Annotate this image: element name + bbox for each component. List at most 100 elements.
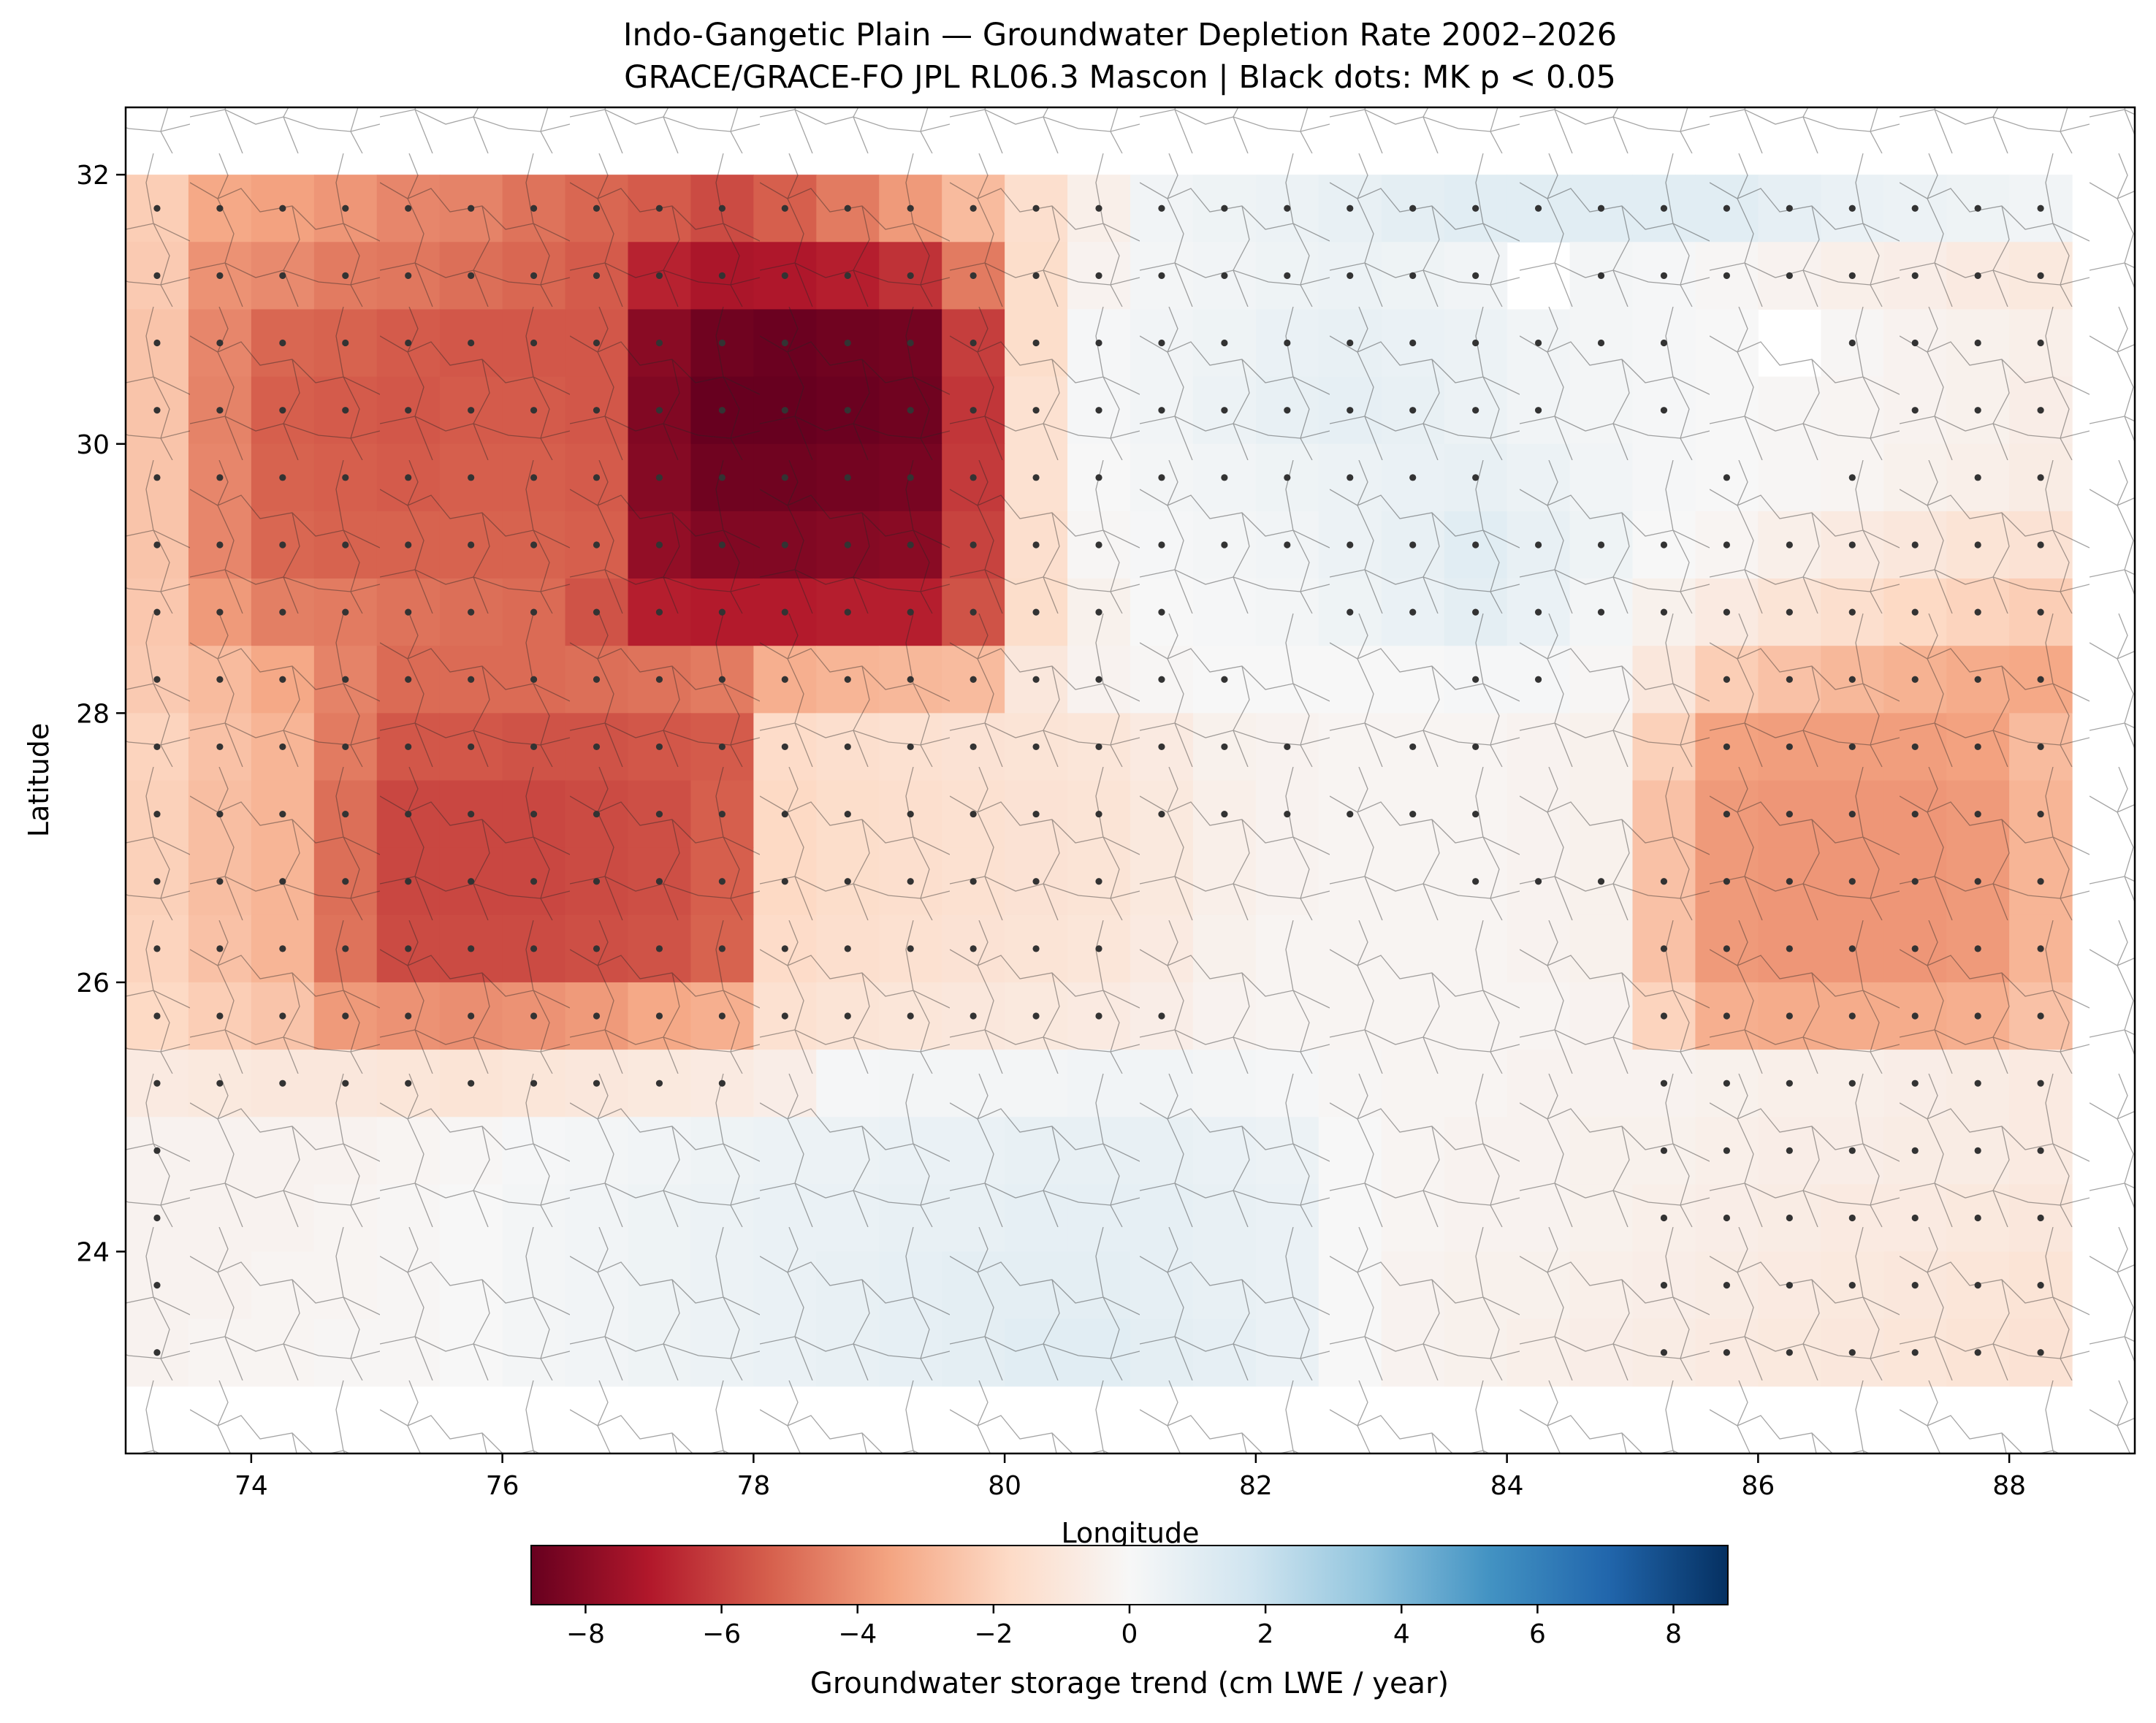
- significance-dot: [1974, 1012, 1981, 1020]
- significance-dot: [2037, 1214, 2044, 1222]
- significance-dot: [655, 1012, 663, 1020]
- significance-dot: [530, 743, 538, 751]
- significance-dot: [655, 1080, 663, 1087]
- significance-dot: [970, 272, 977, 279]
- significance-dot: [655, 945, 663, 952]
- significance-dot: [1848, 1214, 1856, 1222]
- significance-dot: [530, 676, 538, 683]
- significance-dot: [468, 272, 475, 279]
- significance-dot: [153, 1147, 161, 1154]
- significance-dot: [1786, 878, 1793, 885]
- significance-dot: [593, 676, 601, 683]
- significance-dot: [1409, 541, 1417, 549]
- significance-dot: [405, 676, 412, 683]
- significance-dot: [153, 205, 161, 212]
- significance-dot: [1974, 474, 1981, 481]
- significance-dot: [342, 407, 349, 414]
- significance-dot: [718, 878, 726, 885]
- significance-dot: [1974, 676, 1981, 683]
- significance-dot: [1660, 541, 1668, 549]
- significance-dot: [405, 1080, 412, 1087]
- significance-dot: [593, 810, 601, 818]
- significance-dot: [1346, 339, 1354, 347]
- significance-dot: [468, 810, 475, 818]
- significance-dot: [718, 945, 726, 952]
- significance-dot: [1534, 205, 1542, 212]
- significance-dot: [781, 676, 788, 683]
- significance-dot: [593, 743, 601, 751]
- significance-dot: [2037, 1349, 2044, 1356]
- significance-dot: [970, 339, 977, 347]
- significance-dot: [1221, 272, 1228, 279]
- significance-dot: [153, 810, 161, 818]
- significance-dot: [1660, 205, 1668, 212]
- significance-dot: [1534, 541, 1542, 549]
- significance-dot: [1346, 272, 1354, 279]
- significance-dot: [1660, 272, 1668, 279]
- significance-dot: [1095, 541, 1102, 549]
- significance-dot: [405, 541, 412, 549]
- significance-dot: [907, 272, 914, 279]
- significance-dot: [844, 743, 851, 751]
- significance-dot: [781, 272, 788, 279]
- significance-dot: [2037, 541, 2044, 549]
- significance-dot: [1974, 1349, 1981, 1356]
- significance-dot: [907, 945, 914, 952]
- significance-dot: [2037, 1282, 2044, 1289]
- significance-dot: [1786, 1012, 1793, 1020]
- district-boundaries: [126, 107, 2135, 1453]
- significance-dot: [279, 743, 286, 751]
- significance-dot: [468, 541, 475, 549]
- significance-dot: [1911, 676, 1919, 683]
- significance-dot: [1095, 205, 1102, 212]
- significance-dot: [279, 541, 286, 549]
- significance-dot: [1974, 743, 1981, 751]
- significance-dot: [1095, 1012, 1102, 1020]
- significance-dot: [1032, 339, 1040, 347]
- significance-dot: [1974, 541, 1981, 549]
- significance-dot: [1409, 272, 1417, 279]
- significance-dot: [1848, 1012, 1856, 1020]
- significance-dot: [970, 541, 977, 549]
- significance-dot: [1032, 474, 1040, 481]
- significance-dot: [1409, 339, 1417, 347]
- significance-dot: [153, 945, 161, 952]
- significance-dot: [781, 810, 788, 818]
- significance-dot: [1786, 743, 1793, 751]
- significance-dot: [593, 1080, 601, 1087]
- significance-dot: [1409, 407, 1417, 414]
- significance-dot: [2037, 339, 2044, 347]
- significance-dot: [530, 541, 538, 549]
- significance-dot: [2037, 945, 2044, 952]
- significance-dot: [1848, 945, 1856, 952]
- significance-dot: [153, 1080, 161, 1087]
- significance-dot: [907, 676, 914, 683]
- significance-dot: [1472, 272, 1479, 279]
- significance-dot: [1284, 407, 1291, 414]
- significance-dot: [1032, 945, 1040, 952]
- significance-dot: [907, 407, 914, 414]
- significance-dot: [1848, 743, 1856, 751]
- significance-dot: [1786, 608, 1793, 616]
- chart-subtitle: GRACE/GRACE-FO JPL RL06.3 Mascon | Black…: [624, 59, 1616, 96]
- significance-dot: [1158, 743, 1165, 751]
- significance-dot: [2037, 272, 2044, 279]
- significance-dot: [970, 1012, 977, 1020]
- significance-dot: [1723, 1282, 1731, 1289]
- colorbar-tick-label: −6: [702, 1619, 741, 1649]
- significance-dot: [1660, 1080, 1668, 1087]
- significance-dot: [1723, 474, 1731, 481]
- significance-dot: [2037, 676, 2044, 683]
- significance-dot: [1095, 272, 1102, 279]
- significance-dot: [153, 676, 161, 683]
- significance-dot: [1911, 407, 1919, 414]
- significance-dot: [1158, 407, 1165, 414]
- significance-dot: [2037, 205, 2044, 212]
- significance-dot: [279, 407, 286, 414]
- significance-dot: [1974, 608, 1981, 616]
- x-tick-label: 80: [988, 1471, 1021, 1501]
- significance-dot: [1534, 339, 1542, 347]
- significance-dot: [153, 541, 161, 549]
- significance-dot: [2037, 743, 2044, 751]
- significance-dot: [1911, 878, 1919, 885]
